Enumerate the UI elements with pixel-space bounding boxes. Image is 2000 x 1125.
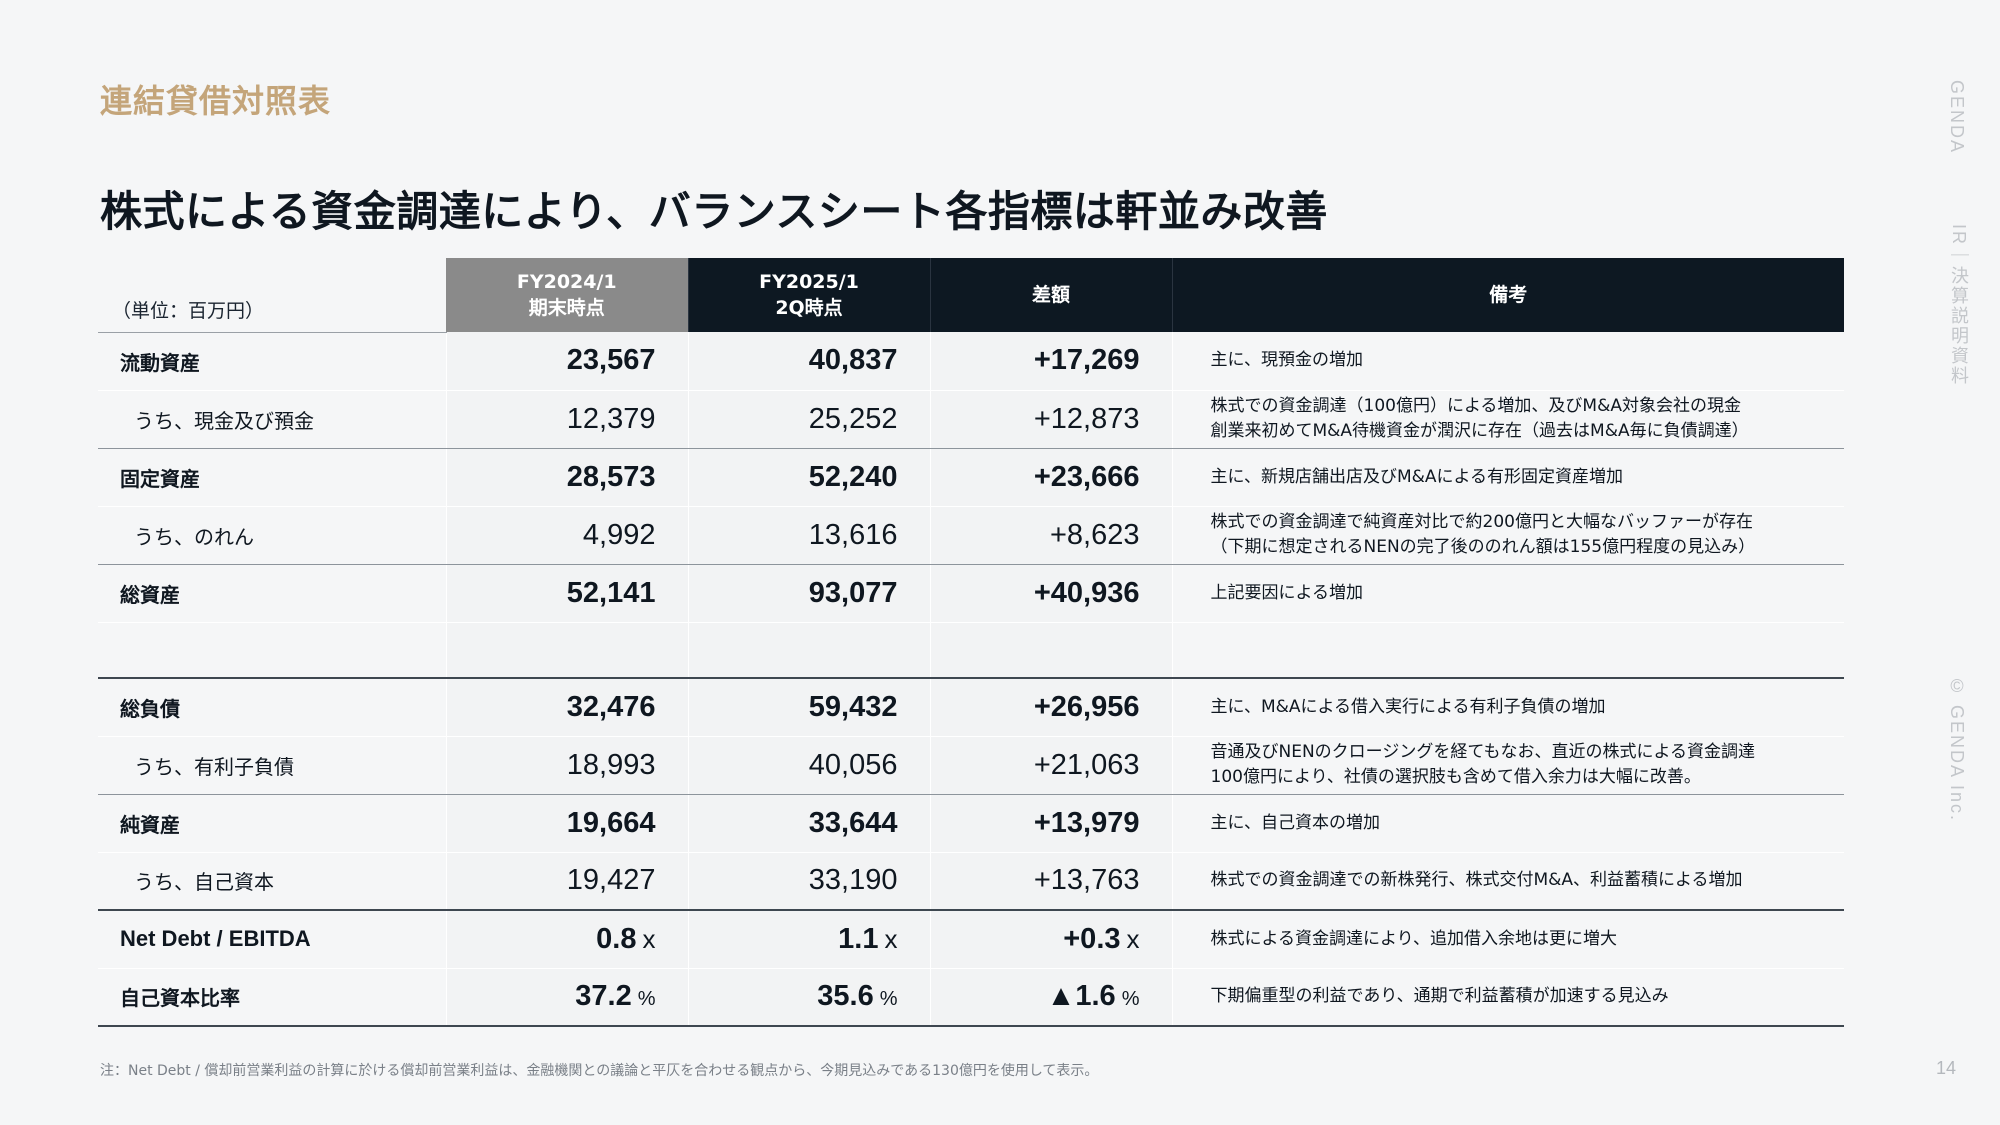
diff-value: ▲1.6% bbox=[929, 968, 1172, 1027]
prev-value: 4,992 bbox=[445, 506, 688, 565]
table-row: 総資産 52,141 93,077 +40,936 上記要因による増加 bbox=[98, 564, 1844, 623]
row-label: 総負債 bbox=[98, 678, 446, 737]
unit-suffix: % bbox=[637, 988, 656, 1011]
diff-value: +13,979 bbox=[929, 794, 1172, 853]
curr-value: 33,190 bbox=[687, 852, 930, 911]
header-note: 備考 bbox=[1171, 258, 1844, 332]
row-label: 流動資産 bbox=[98, 332, 446, 391]
prev-value: 18,993 bbox=[445, 736, 688, 795]
row-label: 純資産 bbox=[98, 794, 446, 853]
unit-suffix: x bbox=[642, 923, 656, 954]
header-fy2024: FY2024/1 期末時点 bbox=[446, 258, 688, 332]
diff-value: +23,666 bbox=[929, 448, 1172, 507]
note-text: 主に、自己資本の増加 bbox=[1171, 794, 1844, 853]
prev-value: 19,427 bbox=[445, 852, 688, 911]
header-fy2025: FY2025/1 2Q時点 bbox=[687, 258, 930, 332]
table-row: 自己資本比率 37.2% 35.6% ▲1.6% 下期偏重型の利益であり、通期で… bbox=[98, 968, 1844, 1027]
table-row: うち、のれん 4,992 13,616 +8,623 株式での資金調達で純資産対… bbox=[98, 506, 1844, 565]
diff-value: +13,763 bbox=[929, 852, 1172, 911]
note-text: 音通及びNENのクロージングを経てもなお、直近の株式による資金調達 100億円に… bbox=[1171, 736, 1844, 795]
note-text: 株式での資金調達で純資産対比で約200億円と大幅なバッファーが存在 （下期に想定… bbox=[1171, 506, 1844, 565]
note-text: 株式での資金調達での新株発行、株式交付M&A、利益蓄積による増加 bbox=[1171, 852, 1844, 911]
table-row: 固定資産 28,573 52,240 +23,666 主に、新規店舗出店及びM&… bbox=[98, 448, 1844, 507]
table-row: 純資産 19,664 33,644 +13,979 主に、自己資本の増加 bbox=[98, 794, 1844, 853]
curr-value: 52,240 bbox=[687, 448, 930, 507]
page-headline: 株式による資金調達により、バランスシート各指標は軒並み改善 bbox=[100, 187, 1328, 236]
side-copyright: © GENDA Inc. bbox=[1947, 676, 1967, 823]
prev-value: 52,141 bbox=[445, 564, 688, 623]
prev-value: 12,379 bbox=[445, 390, 688, 449]
table-row: うち、有利子負債 18,993 40,056 +21,063 音通及びNENのク… bbox=[98, 736, 1844, 795]
unit-suffix: x bbox=[1126, 923, 1140, 954]
table-row: Net Debt / EBITDA 0.8 x 1.1 x +0.3 x 株式による資… bbox=[98, 910, 1844, 969]
row-label: うち、有利子負債 bbox=[98, 736, 446, 795]
unit-suffix: % bbox=[1121, 988, 1140, 1011]
curr-value: 59,432 bbox=[687, 678, 930, 737]
side-brand: GENDA bbox=[1947, 80, 1967, 155]
diff-value: +26,956 bbox=[929, 678, 1172, 737]
row-label: うち、自己資本 bbox=[98, 852, 446, 911]
curr-value: 40,056 bbox=[687, 736, 930, 795]
note-text: 主に、M&Aによる借入実行による有利子負債の増加 bbox=[1171, 678, 1844, 737]
table-spacer-row bbox=[98, 622, 1844, 679]
row-label: Net Debt / EBITDA bbox=[98, 910, 446, 969]
curr-value: 35.6% bbox=[687, 968, 930, 1027]
balance-sheet-table: （単位：百万円） FY2024/1 期末時点 FY2025/1 2Q時点 差額 … bbox=[98, 258, 1844, 1027]
diff-value: +17,269 bbox=[929, 332, 1172, 391]
note-text: 下期偏重型の利益であり、通期で利益蓄積が加速する見込み bbox=[1171, 968, 1844, 1027]
diff-value: +0.3 x bbox=[929, 910, 1172, 969]
curr-value: 40,837 bbox=[687, 332, 930, 391]
section-title: 連結貸借対照表 bbox=[100, 82, 332, 120]
unit-label: （単位：百万円） bbox=[98, 258, 446, 333]
diff-value: +12,873 bbox=[929, 390, 1172, 449]
curr-value: 93,077 bbox=[687, 564, 930, 623]
row-label: うち、現金及び預金 bbox=[98, 390, 446, 449]
table-row: 流動資産 23,567 40,837 +17,269 主に、現預金の増加 bbox=[98, 332, 1844, 391]
footnote: 注：Net Debt / 償却前営業利益の計算に於ける償却前営業利益は、金融機関… bbox=[100, 1063, 1099, 1079]
table-row: 総負債 32,476 59,432 +26,956 主に、M&Aによる借入実行に… bbox=[98, 678, 1844, 737]
note-text: 主に、新規店舗出店及びM&Aによる有形固定資産増加 bbox=[1171, 448, 1844, 507]
unit-suffix: % bbox=[879, 988, 898, 1011]
page-number: 14 bbox=[1936, 1058, 1957, 1078]
prev-value: 32,476 bbox=[445, 678, 688, 737]
prev-value: 37.2% bbox=[445, 968, 688, 1027]
row-label: うち、のれん bbox=[98, 506, 446, 565]
diff-value: +8,623 bbox=[929, 506, 1172, 565]
note-text: 株式での資金調達（100億円）による増加、及びM&A対象会社の現金 創業来初めて… bbox=[1171, 390, 1844, 449]
diff-value: +40,936 bbox=[929, 564, 1172, 623]
row-label: 自己資本比率 bbox=[98, 968, 446, 1027]
row-label: 総資産 bbox=[98, 564, 446, 623]
row-label: 固定資産 bbox=[98, 448, 446, 507]
curr-value: 33,644 bbox=[687, 794, 930, 853]
table-header-row: （単位：百万円） FY2024/1 期末時点 FY2025/1 2Q時点 差額 … bbox=[98, 258, 1844, 333]
diff-value: +21,063 bbox=[929, 736, 1172, 795]
header-diff: 差額 bbox=[929, 258, 1172, 332]
table-row: うち、自己資本 19,427 33,190 +13,763 株式での資金調達での… bbox=[98, 852, 1844, 911]
curr-value: 1.1 x bbox=[687, 910, 930, 969]
prev-value: 0.8 x bbox=[445, 910, 688, 969]
unit-suffix: x bbox=[884, 923, 898, 954]
curr-value: 13,616 bbox=[687, 506, 930, 565]
note-text: 主に、現預金の増加 bbox=[1171, 332, 1844, 391]
prev-value: 28,573 bbox=[445, 448, 688, 507]
curr-value: 25,252 bbox=[687, 390, 930, 449]
note-text: 株式による資金調達により、追加借入余地は更に増大 bbox=[1171, 910, 1844, 969]
prev-value: 19,664 bbox=[445, 794, 688, 853]
note-text: 上記要因による増加 bbox=[1171, 564, 1844, 623]
side-doc-title: IR｜決算説明資料 bbox=[1949, 224, 1969, 386]
table-row: うち、現金及び預金 12,379 25,252 +12,873 株式での資金調達… bbox=[98, 390, 1844, 449]
prev-value: 23,567 bbox=[445, 332, 688, 391]
